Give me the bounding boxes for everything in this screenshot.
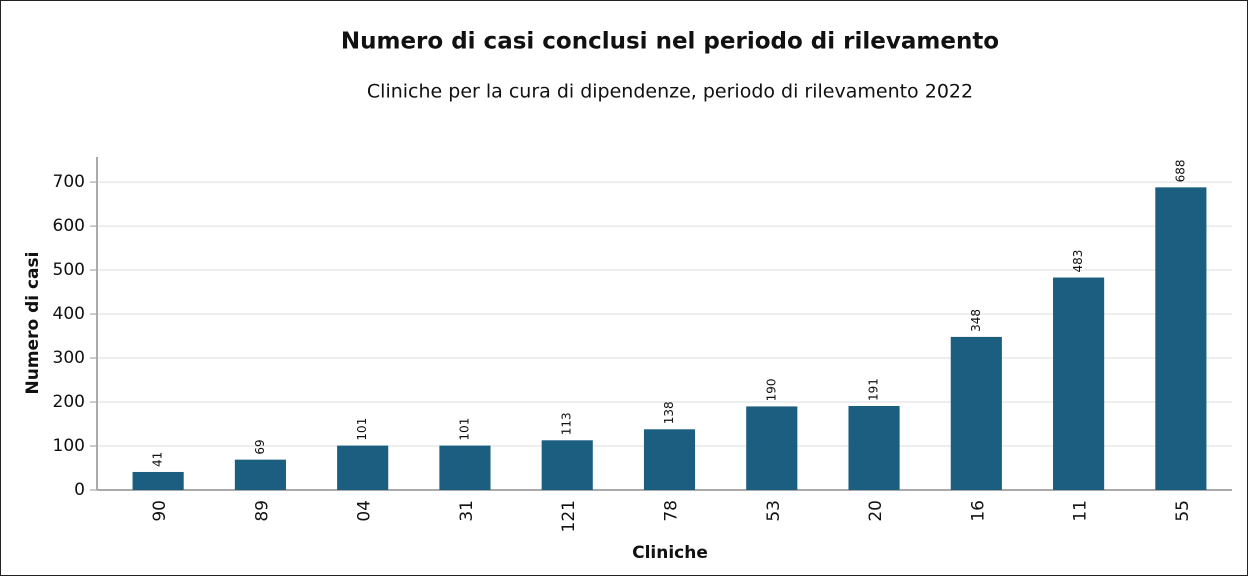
x-tick-label: 11 <box>1071 500 1091 522</box>
y-tick-label: 700 <box>53 172 85 192</box>
bar <box>848 405 900 490</box>
bar <box>1155 187 1207 490</box>
value-label: 191 <box>867 378 881 401</box>
y-tick-label: 0 <box>74 480 85 500</box>
bar <box>541 440 593 490</box>
x-tick-label: 20 <box>866 500 886 522</box>
x-tick-label: 04 <box>355 500 375 522</box>
bar <box>746 406 798 490</box>
chart-subtitle: Cliniche per la cura di dipendenze, peri… <box>367 81 973 103</box>
value-label: 483 <box>1071 250 1085 273</box>
value-label: 138 <box>662 401 676 424</box>
y-tick-label: 500 <box>53 260 85 280</box>
value-label: 688 <box>1173 159 1187 182</box>
bar <box>234 459 286 490</box>
y-tick-label: 600 <box>53 216 85 236</box>
y-axis-title: Numero di casi <box>23 252 43 395</box>
value-label: 101 <box>457 418 471 441</box>
x-tick-label: 31 <box>457 500 477 522</box>
bar <box>1053 277 1105 490</box>
y-tick-label: 200 <box>53 392 85 412</box>
value-label: 348 <box>969 309 983 332</box>
bar <box>132 471 184 490</box>
y-tick-label: 400 <box>53 304 85 324</box>
chart-title: Numero di casi conclusi nel periodo di r… <box>341 29 999 55</box>
x-tick-label: 16 <box>968 500 988 522</box>
value-label: 69 <box>253 439 267 454</box>
bar <box>950 336 1002 490</box>
x-tick-label: 55 <box>1173 500 1193 522</box>
x-axis-title: Cliniche <box>632 543 708 563</box>
bar <box>643 429 696 490</box>
bar <box>337 445 389 490</box>
x-tick-label: 121 <box>559 500 579 532</box>
value-label: 41 <box>151 452 165 467</box>
value-label: 113 <box>560 412 574 435</box>
y-tick-label: 100 <box>53 436 85 456</box>
x-tick-label: 90 <box>150 500 170 522</box>
x-tick-label: 89 <box>252 500 272 522</box>
value-label: 190 <box>764 379 778 402</box>
value-label: 101 <box>355 418 369 441</box>
y-tick-label: 300 <box>53 348 85 368</box>
x-tick-label: 78 <box>662 500 682 522</box>
x-tick-label: 53 <box>764 500 784 522</box>
bar <box>439 445 491 490</box>
